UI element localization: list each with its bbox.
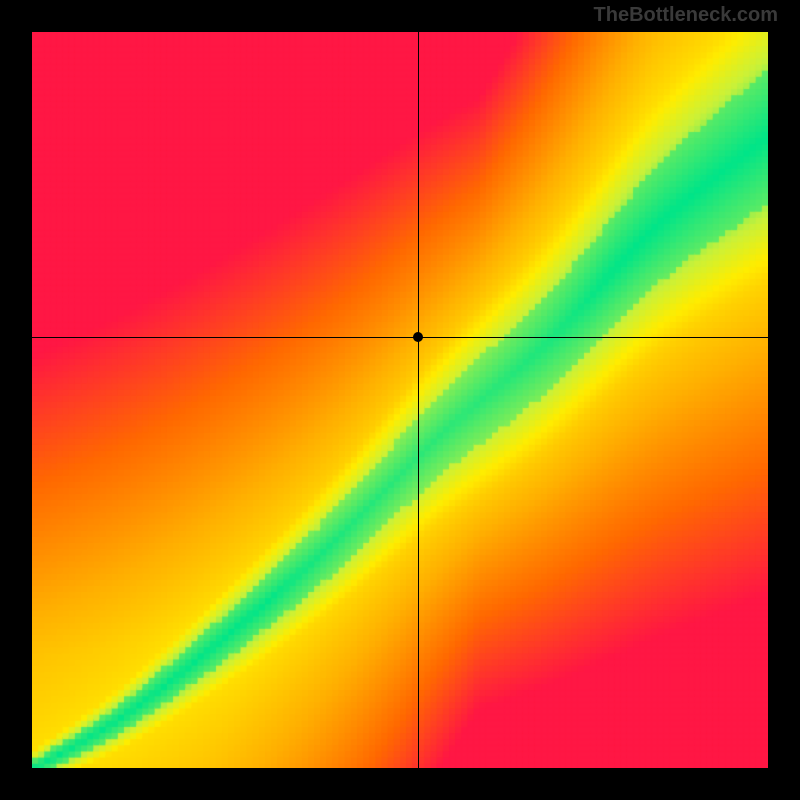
crosshair-vertical — [418, 32, 419, 768]
crosshair-horizontal — [32, 337, 768, 338]
crosshair-marker — [413, 332, 423, 342]
watermark-text: TheBottleneck.com — [594, 4, 778, 27]
bottleneck-heatmap — [32, 32, 768, 768]
heatmap-canvas — [32, 32, 768, 768]
